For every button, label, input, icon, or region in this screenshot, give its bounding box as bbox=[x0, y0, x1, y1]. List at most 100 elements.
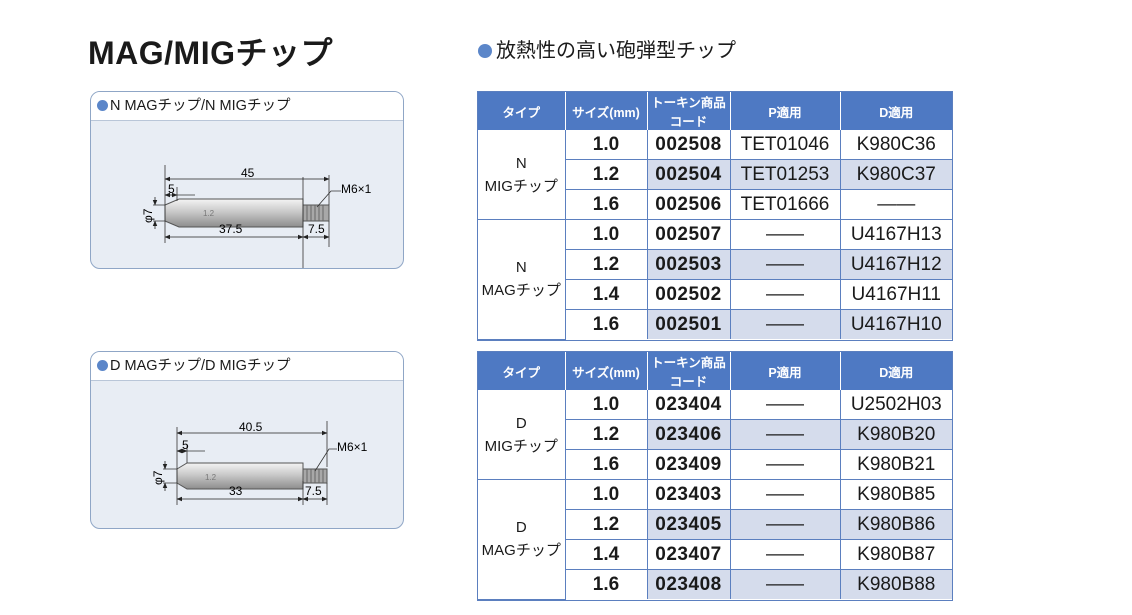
code-cell: 002508 bbox=[647, 130, 731, 160]
d-dim-thread: M6×1 bbox=[337, 440, 368, 454]
p-cell: ―― bbox=[730, 449, 841, 480]
code-cell: 023408 bbox=[647, 569, 731, 599]
page-title: MAG/MIGチップ bbox=[88, 35, 333, 71]
type-cell: N MAGチップ bbox=[478, 219, 566, 340]
d-cell: K980B86 bbox=[840, 509, 952, 540]
p-cell: ―― bbox=[730, 419, 841, 450]
table-header-row: タイプ サイズ(mm) トーキン商品コード P適用 D適用 bbox=[478, 352, 952, 390]
code-cell: 023409 bbox=[647, 449, 731, 480]
type-cell: D MAGチップ bbox=[478, 479, 566, 600]
d-cell: K980B87 bbox=[840, 539, 952, 570]
d-cell: K980C36 bbox=[840, 130, 952, 160]
n-dim-body: 37.5 bbox=[219, 222, 243, 236]
size-cell: 1.6 bbox=[565, 449, 648, 480]
code-cell: 023403 bbox=[647, 479, 731, 510]
n-tip-table-frame: タイプ サイズ(mm) トーキン商品コード P適用 D適用 N MIGチップ 1.… bbox=[477, 91, 953, 341]
col-header-size: サイズ(mm) bbox=[565, 352, 648, 390]
table-row: 1.4 023407 ―― K980B87 bbox=[478, 539, 952, 570]
size-cell: 1.0 bbox=[565, 479, 648, 510]
code-cell: 002504 bbox=[647, 159, 731, 190]
col-header-code: トーキン商品コード bbox=[647, 92, 731, 130]
col-header-type: タイプ bbox=[478, 92, 566, 130]
d-tip-drawing: 1.2 40.5 5 M6×1 φ7 33 7.5 bbox=[151, 420, 368, 505]
table-row: 1.6 002506 TET01666 ―― bbox=[478, 189, 952, 220]
table-row: 1.6 023408 ―― K980B88 bbox=[478, 569, 952, 599]
size-cell: 1.0 bbox=[565, 130, 648, 160]
d-dim-body: 33 bbox=[229, 484, 243, 498]
code-cell: 002501 bbox=[647, 309, 731, 339]
n-panel-header: N MAGチップ/N MIGチップ bbox=[91, 92, 403, 121]
col-header-d: D適用 bbox=[840, 352, 952, 390]
n-dim-dia: φ7 bbox=[141, 208, 155, 223]
col-header-d: D適用 bbox=[840, 92, 952, 130]
d-cell: U4167H13 bbox=[840, 219, 952, 250]
d-cell: K980B85 bbox=[840, 479, 952, 510]
code-cell: 023405 bbox=[647, 509, 731, 540]
code-cell: 023407 bbox=[647, 539, 731, 570]
n-dim-total: 45 bbox=[241, 166, 255, 180]
code-cell: 002507 bbox=[647, 219, 731, 250]
d-tip-table: タイプ サイズ(mm) トーキン商品コード P適用 D適用 D MIGチップ 1.… bbox=[478, 352, 952, 600]
table-row: 1.4 002502 ―― U4167H11 bbox=[478, 279, 952, 310]
size-cell: 1.0 bbox=[565, 390, 648, 420]
table-row: 1.2 023405 ―― K980B86 bbox=[478, 509, 952, 540]
n-dim-end: 7.5 bbox=[308, 222, 325, 236]
col-header-p: P適用 bbox=[730, 352, 841, 390]
svg-text:1.2: 1.2 bbox=[203, 209, 215, 218]
p-cell: ―― bbox=[730, 390, 841, 420]
size-cell: 1.4 bbox=[565, 539, 648, 570]
bullet-dot-icon bbox=[478, 44, 492, 58]
code-cell: 023406 bbox=[647, 419, 731, 450]
size-cell: 1.4 bbox=[565, 279, 648, 310]
d-cell: U4167H10 bbox=[840, 309, 952, 339]
p-cell: ―― bbox=[730, 249, 841, 280]
n-dim-thread: M6×1 bbox=[341, 182, 372, 196]
d-cell: K980B88 bbox=[840, 569, 952, 599]
d-cell: K980B21 bbox=[840, 449, 952, 480]
p-cell: ―― bbox=[730, 539, 841, 570]
size-cell: 1.6 bbox=[565, 189, 648, 220]
p-cell: ―― bbox=[730, 219, 841, 250]
d-tip-table-frame: タイプ サイズ(mm) トーキン商品コード P適用 D適用 D MIGチップ 1.… bbox=[477, 351, 953, 601]
table-row: 1.2 023406 ―― K980B20 bbox=[478, 419, 952, 450]
table-header-row: タイプ サイズ(mm) トーキン商品コード P適用 D適用 bbox=[478, 92, 952, 130]
size-cell: 1.2 bbox=[565, 419, 648, 450]
col-header-p: P適用 bbox=[730, 92, 841, 130]
n-dim-front: 5 bbox=[168, 182, 175, 196]
svg-text:1.2: 1.2 bbox=[205, 473, 217, 482]
p-cell: ―― bbox=[730, 279, 841, 310]
d-cell: K980B20 bbox=[840, 419, 952, 450]
d-cell: U4167H12 bbox=[840, 249, 952, 280]
bullet-dot-icon bbox=[97, 100, 108, 111]
size-cell: 1.0 bbox=[565, 219, 648, 250]
section-title: 放熱性の高い砲弾型チップ bbox=[478, 34, 736, 63]
d-dim-end: 7.5 bbox=[305, 484, 322, 498]
col-header-type: タイプ bbox=[478, 352, 566, 390]
p-cell: TET01253 bbox=[730, 159, 841, 190]
bullet-dot-icon bbox=[97, 360, 108, 371]
type-cell: D MIGチップ bbox=[478, 390, 566, 480]
d-cell: U2502H03 bbox=[840, 390, 952, 420]
p-cell: ―― bbox=[730, 479, 841, 510]
code-cell: 002506 bbox=[647, 189, 731, 220]
p-cell: TET01666 bbox=[730, 189, 841, 220]
d-dim-dia: φ7 bbox=[151, 470, 165, 485]
table-row: N MAGチップ 1.0 002507 ―― U4167H13 bbox=[478, 219, 952, 340]
d-tip-drawing-panel: D MAGチップ/D MIGチップ 1.2 40.5 5 M6×1 φ7 33 … bbox=[90, 351, 404, 529]
d-cell: K980C37 bbox=[840, 159, 952, 190]
table-row: 1.2 002503 ―― U4167H12 bbox=[478, 249, 952, 280]
n-tip-drawing: 1.2 45 5 M6×1 φ7 37.5 7.5 bbox=[141, 165, 372, 268]
type-cell: N MIGチップ bbox=[478, 130, 566, 220]
table-row: D MIGチップ 1.0 023404 ―― U2502H03 bbox=[478, 390, 952, 480]
col-header-size: サイズ(mm) bbox=[565, 92, 648, 130]
d-panel-label: D MAGチップ/D MIGチップ bbox=[110, 358, 291, 374]
d-cell: U4167H11 bbox=[840, 279, 952, 310]
size-cell: 1.2 bbox=[565, 509, 648, 540]
table-row: 1.2 002504 TET01253 K980C37 bbox=[478, 159, 952, 190]
d-panel-header: D MAGチップ/D MIGチップ bbox=[91, 352, 403, 381]
code-cell: 002502 bbox=[647, 279, 731, 310]
n-panel-label: N MAGチップ/N MIGチップ bbox=[110, 98, 291, 114]
table-row: 1.6 002501 ―― U4167H10 bbox=[478, 309, 952, 339]
section-title-text: 放熱性の高い砲弾型チップ bbox=[496, 40, 736, 62]
d-cell: ―― bbox=[840, 189, 952, 220]
